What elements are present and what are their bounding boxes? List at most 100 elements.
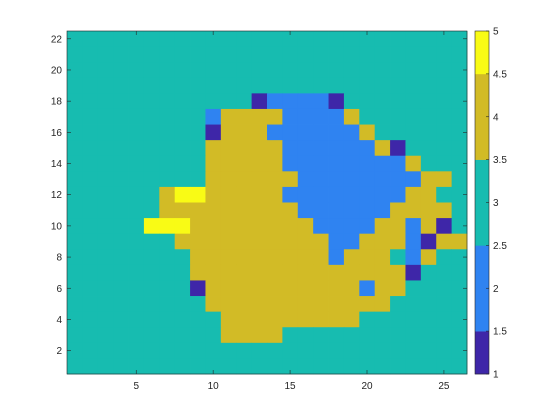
- heatmap-cell: [67, 233, 83, 250]
- heatmap-cell: [297, 327, 314, 344]
- heatmap-cell: [97, 140, 114, 157]
- heatmap-cell: [267, 93, 283, 110]
- heatmap-cell: [174, 342, 191, 359]
- heatmap-cell: [282, 77, 299, 94]
- x-tick-label: 10: [208, 381, 220, 392]
- heatmap-cell: [405, 46, 422, 63]
- heatmap-cell: [359, 264, 376, 281]
- heatmap-cell: [359, 233, 376, 250]
- heatmap-cell: [343, 264, 360, 281]
- heatmap-cell: [128, 140, 145, 157]
- heatmap-cell: [451, 108, 468, 125]
- heatmap-cell: [405, 249, 422, 266]
- heatmap-cell: [113, 218, 129, 235]
- heatmap-cell: [159, 155, 176, 172]
- heatmap-cell: [420, 124, 437, 141]
- heatmap-cell: [359, 46, 376, 63]
- heatmap-cell: [343, 186, 360, 203]
- heatmap-cell: [343, 327, 360, 344]
- heatmap-cell: [420, 31, 437, 47]
- heatmap-cell: [297, 155, 314, 172]
- heatmap-cell: [313, 358, 329, 375]
- heatmap-cell: [143, 186, 160, 203]
- heatmap-cell: [143, 342, 160, 359]
- heatmap-cell: [451, 342, 468, 359]
- heatmap-cell: [451, 327, 468, 344]
- heatmap-cell: [67, 155, 83, 172]
- heatmap-cell: [420, 140, 437, 157]
- heatmap-cell: [267, 327, 283, 344]
- heatmap-cell: [405, 155, 422, 172]
- heatmap-cell: [67, 93, 83, 110]
- heatmap-cell: [143, 62, 160, 79]
- heatmap-cell: [82, 31, 99, 47]
- heatmap-cell: [282, 218, 299, 235]
- heatmap-cell: [451, 296, 468, 313]
- heatmap-cell: [174, 249, 191, 266]
- heatmap-cell: [159, 31, 176, 47]
- heatmap-cell: [420, 218, 437, 235]
- heatmap-cell: [251, 202, 268, 219]
- heatmap-cell: [205, 155, 222, 172]
- heatmap-cell: [390, 124, 406, 141]
- colorbar-band: [475, 31, 489, 75]
- heatmap-cell: [190, 171, 206, 188]
- heatmap-cell: [205, 327, 222, 344]
- heatmap-cell: [82, 280, 99, 297]
- heatmap-cell: [128, 108, 145, 125]
- heatmap-cell: [128, 218, 145, 235]
- colorbar-tick-label: 1: [493, 370, 499, 381]
- heatmap-cell: [174, 31, 191, 47]
- heatmap-cell: [205, 93, 222, 110]
- y-tick-label: 4: [56, 315, 62, 326]
- y-tick-label: 20: [51, 65, 63, 76]
- heatmap-cell: [282, 62, 299, 79]
- heatmap-cell: [82, 249, 99, 266]
- heatmap-cell: [343, 62, 360, 79]
- heatmap-cell: [374, 280, 391, 297]
- heatmap-cell: [251, 327, 268, 344]
- heatmap-cell: [436, 233, 453, 250]
- heatmap-cell: [420, 280, 437, 297]
- heatmap-cell: [436, 296, 453, 313]
- heatmap-cell: [313, 218, 329, 235]
- heatmap-cell: [159, 280, 176, 297]
- heatmap-cell: [313, 327, 329, 344]
- heatmap-cell: [374, 93, 391, 110]
- heatmap-cell: [267, 296, 283, 313]
- colorbar-tick-label: 5: [493, 27, 499, 38]
- heatmap-cell: [313, 93, 329, 110]
- heatmap-cell: [359, 186, 376, 203]
- heatmap-cell: [251, 186, 268, 203]
- heatmap-cell: [159, 327, 176, 344]
- heatmap-cell: [82, 62, 99, 79]
- heatmap-cell: [113, 155, 129, 172]
- heatmap-cell: [343, 108, 360, 125]
- heatmap-cell: [97, 186, 114, 203]
- heatmap-cell: [190, 358, 206, 375]
- heatmap-cell: [374, 233, 391, 250]
- heatmap-cell: [390, 93, 406, 110]
- heatmap-cell: [282, 342, 299, 359]
- x-tick-label: 20: [361, 381, 373, 392]
- heatmap-cell: [205, 296, 222, 313]
- heatmap-cell: [128, 171, 145, 188]
- heatmap-cell: [143, 171, 160, 188]
- heatmap-cell: [359, 124, 376, 141]
- colorbar-band: [475, 331, 489, 375]
- heatmap-cell: [359, 249, 376, 266]
- heatmap-cell: [251, 218, 268, 235]
- heatmap-cell: [359, 140, 376, 157]
- heatmap-cell: [67, 218, 83, 235]
- heatmap-cell: [97, 108, 114, 125]
- heatmap-cell: [313, 62, 329, 79]
- heatmap-cell: [220, 171, 237, 188]
- heatmap-cell: [390, 77, 406, 94]
- heatmap-cell: [113, 46, 129, 63]
- heatmap-cell: [343, 155, 360, 172]
- heatmap-cell: [143, 108, 160, 125]
- heatmap-cell: [128, 264, 145, 281]
- heatmap-cell: [205, 218, 222, 235]
- heatmap-cell: [220, 140, 237, 157]
- heatmap-cell: [359, 311, 376, 328]
